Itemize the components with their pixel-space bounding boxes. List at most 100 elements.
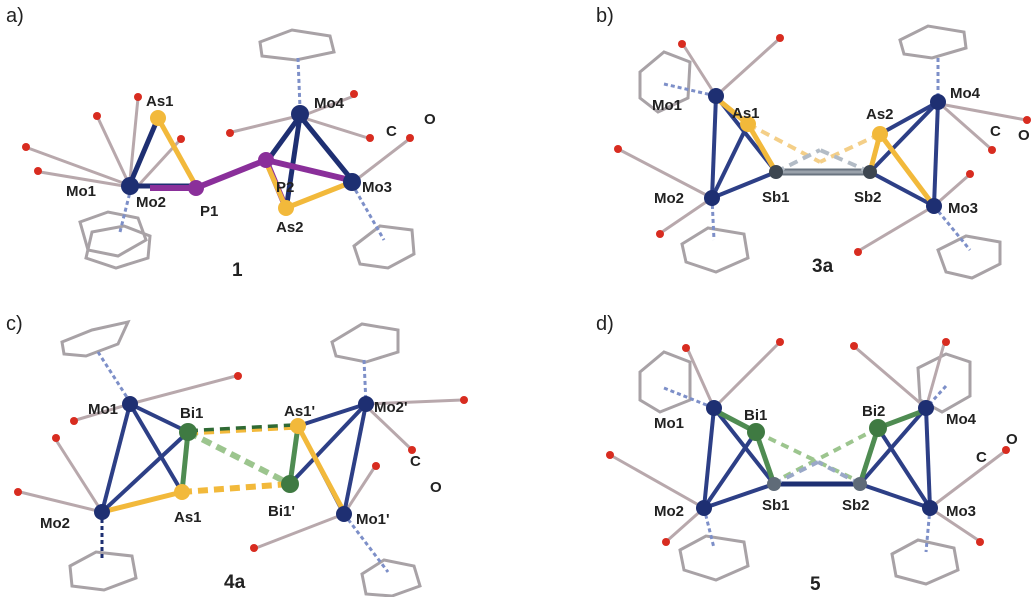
atom-label: Mo1' — [356, 511, 390, 528]
carbonyl-ligands — [611, 342, 1005, 542]
as-atom — [174, 484, 190, 500]
panel-b-letter: b) — [596, 5, 614, 27]
bi-atom — [281, 475, 299, 493]
cp-bond — [350, 183, 386, 241]
mo-atom — [918, 400, 934, 416]
p-atom — [188, 180, 204, 196]
cp-ring — [352, 224, 416, 270]
cp-ring — [258, 28, 336, 62]
as-atom — [150, 110, 166, 126]
carbonyl-ligands — [19, 374, 463, 550]
atom-label: As1 — [732, 105, 760, 122]
mo-atom — [94, 504, 110, 520]
oxygen-atoms — [14, 372, 468, 552]
mo-atom — [291, 105, 309, 123]
cp-bond — [663, 386, 715, 410]
oxygen-atoms — [606, 338, 1010, 546]
mo-atom — [696, 500, 712, 516]
atom-label: Sb2 — [842, 497, 870, 514]
atom-label: Bi2 — [862, 403, 885, 420]
cp-bond — [96, 351, 132, 403]
sb-atom — [767, 477, 781, 491]
mo-atom — [708, 88, 724, 104]
p-atom — [258, 152, 274, 168]
bi-atom — [179, 423, 197, 441]
atom-label: As2 — [276, 219, 304, 236]
compound-label: 4a — [224, 572, 246, 593]
atom-label: C — [990, 123, 1001, 140]
carbonyl-ligands — [619, 38, 1027, 252]
atom-label: C — [976, 449, 987, 466]
mo-atom — [121, 177, 139, 195]
oxygen-atoms — [226, 90, 414, 142]
compound-label: 3a — [812, 256, 834, 277]
mo-atom — [704, 190, 720, 206]
atom-label: Sb2 — [854, 189, 882, 206]
as-atom — [290, 418, 306, 434]
atom-label: Mo4 — [314, 95, 345, 112]
mo-atom — [926, 198, 942, 214]
oxygen-atoms — [614, 34, 1031, 256]
panel-d: d) — [596, 313, 1018, 595]
carbonyl-ligands — [231, 94, 409, 182]
sb-atom — [863, 165, 877, 179]
cp-bond — [932, 205, 972, 251]
atom-label: Mo3 — [362, 179, 392, 196]
panel-d-letter: d) — [596, 313, 614, 335]
oxygen-atoms — [22, 93, 185, 175]
atom-label: Mo4 — [946, 411, 977, 428]
panel-c: c) — [6, 313, 468, 597]
metal-bonds — [702, 406, 932, 510]
atom-label: Bi1 — [744, 407, 767, 424]
bi-atom — [747, 423, 765, 441]
atom-label: Mo1 — [66, 183, 96, 200]
atom-label: Mo1 — [652, 97, 682, 114]
cp-bond — [342, 513, 390, 573]
atom-label: Mo2 — [654, 503, 684, 520]
panel-a-letter: a) — [6, 5, 24, 27]
atom-label: As1' — [284, 403, 315, 420]
mo-atom — [930, 94, 946, 110]
cp-ring — [60, 319, 422, 597]
compound-label: 1 — [232, 260, 243, 281]
sb-atom — [769, 165, 783, 179]
metal-bonds — [100, 402, 368, 515]
bi-atom — [869, 419, 887, 437]
atom-label: Mo1 — [88, 401, 118, 418]
panel-a: a) — [6, 5, 436, 281]
atom-label: Mo2 — [40, 515, 70, 532]
secondary-interactions — [747, 122, 881, 174]
atom-label: P2 — [276, 179, 294, 196]
compound-label: 5 — [810, 574, 821, 595]
cp-ring — [638, 24, 1002, 280]
mo-atom — [358, 396, 374, 412]
as-atom — [278, 200, 294, 216]
cp-ring — [78, 210, 152, 270]
as-atom — [740, 116, 756, 132]
panel-b: b) — [596, 5, 1031, 280]
atom-label: Mo3 — [946, 503, 976, 520]
atom-label: Mo2' — [374, 399, 408, 416]
atom-label: Sb1 — [762, 497, 790, 514]
atom-label: Mo4 — [950, 85, 981, 102]
atom-label: Bi1' — [268, 503, 295, 520]
cp-bond — [663, 82, 717, 98]
as-bonds — [155, 116, 353, 211]
secondary-interactions — [755, 426, 879, 486]
atom-label: Mo2 — [136, 194, 166, 211]
atom-label: Bi1 — [180, 405, 203, 422]
sb-atom — [853, 477, 867, 491]
bi-as-bonds — [101, 424, 347, 515]
atom-label: O — [430, 479, 442, 496]
atom-label: C — [410, 453, 421, 470]
atom-label: Mo2 — [654, 190, 684, 207]
atom-label: Sb1 — [762, 189, 790, 206]
secondary-interactions — [181, 423, 299, 495]
mo-atom — [706, 400, 722, 416]
atom-label: As2 — [866, 106, 894, 123]
mo-atom — [922, 500, 938, 516]
atom-label: C — [386, 123, 397, 140]
atom-label: O — [1006, 431, 1018, 448]
atom-label: O — [1018, 127, 1030, 144]
